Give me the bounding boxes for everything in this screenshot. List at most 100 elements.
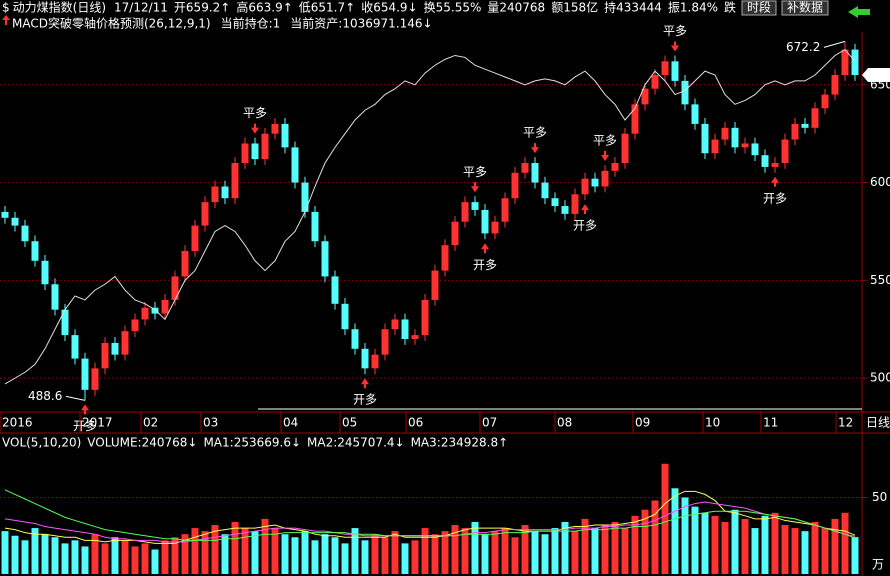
volume-bar (591, 528, 599, 574)
volume-bar (601, 525, 609, 574)
candle-body (821, 94, 829, 109)
header-text: 收654.9↓ (361, 1, 417, 15)
candle-body (121, 331, 129, 355)
candle-body (431, 270, 439, 300)
candle-body (711, 139, 719, 154)
candle-body (21, 225, 29, 242)
candle-body (621, 133, 629, 164)
candle-body (791, 123, 799, 140)
signal-arrow (481, 243, 489, 254)
sync-icon[interactable] (848, 6, 870, 18)
candle-body (381, 329, 389, 355)
candle-body (601, 170, 609, 187)
volume-bar (61, 543, 69, 574)
candle-body (201, 202, 209, 226)
candle-body (561, 206, 569, 214)
volume-bar (481, 534, 489, 574)
price-tag (862, 68, 890, 83)
volume-bar (561, 521, 569, 574)
header-text: 换55.55% (424, 1, 482, 15)
header-text: 量240768 (487, 1, 545, 15)
candle-body (211, 186, 219, 203)
volume-bar (671, 488, 679, 574)
header-text: MA2:245707.4↓ (307, 436, 405, 450)
candle-body (131, 319, 139, 332)
volume-bar (641, 509, 649, 574)
button-label[interactable]: 补数据 (787, 0, 823, 15)
period-label: 日线 (866, 416, 890, 430)
unit-label: 万 (872, 558, 884, 572)
candle-body (731, 127, 739, 148)
volume-bar (581, 518, 589, 574)
candle-body (811, 108, 819, 128)
date-label: 05 (342, 416, 357, 430)
candle-body (471, 202, 479, 210)
candle-body (451, 221, 459, 246)
volume-bar (331, 537, 339, 574)
candle-body (331, 276, 339, 304)
volume-bar (221, 534, 229, 574)
volume-bar (731, 509, 739, 574)
volume-bar (381, 537, 389, 574)
candle-body (851, 49, 859, 76)
candle-body (611, 163, 619, 171)
annotation-leader (65, 395, 86, 401)
volume-bar (211, 525, 219, 574)
candle-body (221, 186, 229, 199)
candle-body (321, 241, 329, 277)
header-text: 高663.9↑ (236, 0, 292, 15)
volume-bar (301, 531, 309, 574)
volume-bar (141, 543, 149, 574)
candle-body (71, 335, 79, 359)
volume-bar (351, 528, 359, 574)
indicator-arrow (2, 15, 10, 25)
volume-bar (701, 512, 709, 574)
date-label: 09 (635, 416, 650, 430)
candle-body (11, 217, 19, 226)
candle-body (581, 178, 589, 195)
candle-body (41, 260, 49, 285)
header-text: MA1:253669.6↓ (203, 436, 301, 450)
signal-arrow (361, 378, 369, 389)
volume-bar (571, 531, 579, 574)
volume-bar (611, 521, 619, 574)
date-label: 2017 (82, 416, 113, 430)
button-label[interactable]: 时段 (747, 0, 771, 15)
candle-body (231, 163, 239, 199)
volume-bar (91, 534, 99, 574)
ma-line (4, 490, 856, 544)
button[interactable] (781, 0, 829, 16)
candle-body (661, 61, 669, 76)
volume-bar (271, 528, 279, 574)
candle-body (1, 211, 9, 218)
volume-bar (681, 497, 689, 574)
volume-bar (291, 537, 299, 574)
candle-body (501, 198, 509, 222)
volume-bar (691, 506, 699, 574)
header-text: $ (2, 1, 10, 15)
volume-bar (121, 540, 129, 574)
date-label: 2016 (2, 416, 33, 430)
signal-label: 平多 (663, 24, 687, 38)
volume-bar (231, 521, 239, 574)
candle-body (361, 348, 369, 369)
volume-bar (101, 543, 109, 574)
volume-bar (781, 525, 789, 574)
volume-bar (541, 534, 549, 574)
volume-bar (721, 521, 729, 574)
date-label: 03 (203, 416, 218, 430)
volume-bar (451, 525, 459, 574)
header-text: 持433444 (604, 0, 662, 15)
header-text: 开659.2↑ (174, 1, 230, 15)
candle-body (261, 133, 269, 160)
volume-bar (391, 531, 399, 574)
low-annotation: 488.6 (28, 389, 62, 403)
button[interactable] (741, 0, 777, 16)
volume-bar (791, 528, 799, 574)
volume-bar (811, 521, 819, 574)
candle-body (541, 182, 549, 199)
volume-bar (51, 537, 59, 574)
volume-bar (281, 534, 289, 574)
candle-body (801, 123, 809, 128)
volume-bar (631, 515, 639, 574)
